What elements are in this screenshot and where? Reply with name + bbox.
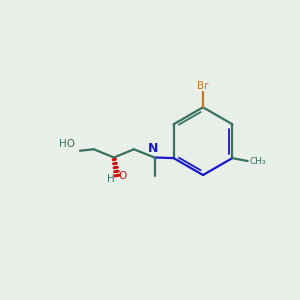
Text: N: N <box>148 142 158 154</box>
Text: O: O <box>118 171 126 182</box>
Text: HO: HO <box>59 139 75 149</box>
Text: CH₃: CH₃ <box>250 157 267 166</box>
Text: H: H <box>107 174 115 184</box>
Text: Br: Br <box>197 81 209 91</box>
